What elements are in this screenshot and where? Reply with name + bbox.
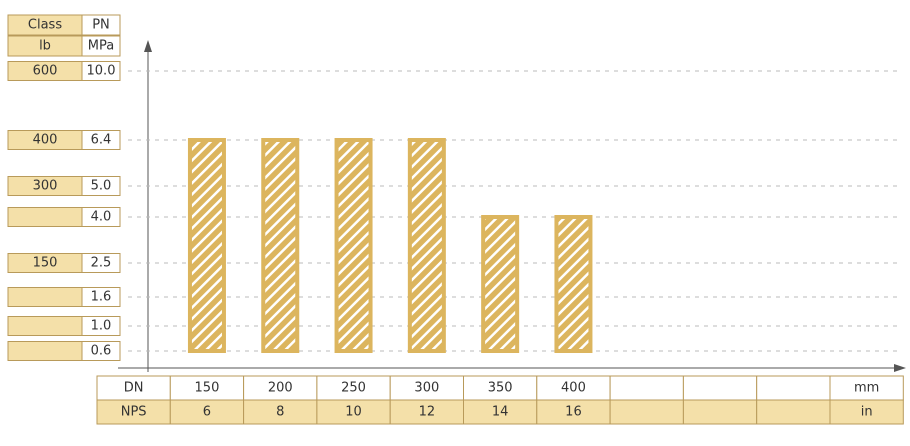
class-label: 300 (33, 179, 58, 194)
pn-cell (81, 341, 121, 361)
nps-cell (316, 399, 391, 425)
x-tick-label: 400 (561, 381, 586, 396)
x-tick-label: 350 (488, 381, 513, 396)
y-header: PN (92, 18, 110, 33)
nps-cell (756, 399, 831, 425)
nps-cell (463, 399, 538, 425)
nps-cell (829, 399, 904, 425)
pn-cell (81, 287, 121, 307)
class-cell (7, 341, 83, 361)
nps-label: 12 (419, 405, 436, 420)
pn-cell (81, 176, 121, 196)
y-tick-label: 1.0 (91, 319, 112, 334)
nps-label: 16 (565, 405, 582, 420)
x-header: NPS (121, 405, 147, 420)
x-unit: in (861, 405, 873, 420)
dn-cell (756, 375, 831, 401)
header-cell (81, 14, 121, 36)
bar (554, 215, 593, 353)
nps-label: 10 (345, 405, 362, 420)
bar (187, 138, 226, 353)
x-unit: mm (854, 381, 879, 396)
pn-cell (81, 130, 121, 150)
x-axis-arrow (894, 364, 906, 372)
class-label: 600 (33, 64, 58, 79)
bar (261, 138, 300, 353)
nps-label: 8 (276, 405, 284, 420)
header-cell (81, 35, 121, 57)
y-axis-arrow (144, 40, 152, 52)
x-tick-label: 200 (268, 381, 293, 396)
dn-cell (389, 375, 465, 401)
nps-cell (389, 399, 465, 425)
y-header: Class (28, 18, 62, 33)
x-header-cell (96, 399, 171, 425)
pn-cell (81, 61, 121, 81)
dn-cell (829, 375, 904, 401)
pn-cell (81, 253, 121, 273)
y-tick-label: 0.6 (91, 344, 112, 359)
nps-cell (682, 399, 758, 425)
class-label: 400 (33, 133, 58, 148)
dn-cell (609, 375, 684, 401)
pn-cell (81, 316, 121, 336)
dn-cell (243, 375, 318, 401)
pn-cell (81, 207, 121, 227)
dn-cell (316, 375, 391, 401)
class-cell (7, 207, 83, 227)
nps-cell (536, 399, 611, 425)
nps-label: 14 (492, 405, 509, 420)
class-label: 150 (33, 256, 58, 271)
nps-cell (609, 399, 684, 425)
y-tick-label: 2.5 (91, 256, 112, 271)
x-tick-label: 250 (341, 381, 366, 396)
x-tick-label: 150 (195, 381, 220, 396)
y-tick-label: 10.0 (87, 64, 116, 79)
x-header: DN (124, 381, 144, 396)
nps-label: 6 (203, 405, 211, 420)
class-cell (7, 316, 83, 336)
nps-cell (169, 399, 245, 425)
bar (407, 138, 446, 353)
dn-cell (463, 375, 538, 401)
y-header: MPa (88, 39, 114, 54)
class-cell (7, 287, 83, 307)
y-tick-label: 6.4 (91, 133, 112, 148)
bar (481, 215, 520, 353)
bar (334, 138, 373, 353)
x-tick-label: 300 (414, 381, 439, 396)
y-header: lb (39, 39, 51, 54)
y-tick-label: 4.0 (91, 210, 112, 225)
dn-cell (682, 375, 758, 401)
y-tick-label: 1.6 (91, 290, 112, 305)
y-tick-label: 5.0 (91, 179, 112, 194)
